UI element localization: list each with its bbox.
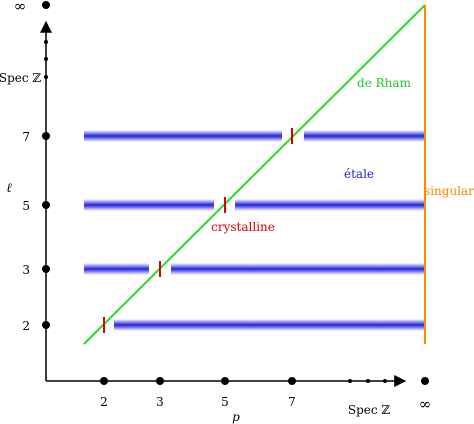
y-tick-3: 3: [22, 263, 30, 277]
x-point-small-3: [383, 379, 387, 383]
etale-band-l7: [84, 130, 425, 142]
y-tick-2: 2: [22, 319, 30, 333]
x-axis-label: p: [232, 410, 240, 424]
y-axis-end-label: Spec ℤ: [0, 71, 41, 85]
y-point-small-1: [44, 75, 48, 79]
x-tick-7: 7: [288, 395, 296, 409]
y-tick-7: 7: [22, 130, 30, 144]
etale-label: étale: [344, 167, 374, 181]
y-point-3: [42, 265, 50, 273]
singular-label: singular: [424, 184, 474, 198]
x-point-5: [221, 377, 229, 385]
x-point-7: [288, 377, 296, 385]
x-tick-2: 2: [100, 395, 108, 409]
etale-band-l5: [84, 199, 425, 211]
x-point-small-1: [348, 379, 352, 383]
y-infinity-label: ∞: [14, 0, 27, 15]
x-axis-end-label: Spec ℤ: [348, 403, 391, 417]
x-tick-5: 5: [221, 395, 229, 409]
y-point-5: [42, 201, 50, 209]
y-point-small-3: [44, 40, 48, 44]
y-point-7: [42, 132, 50, 140]
y-axis-label: ℓ: [6, 181, 12, 196]
x-point-infinity: [421, 377, 429, 385]
x-infinity-label: ∞: [419, 395, 432, 413]
x-point-2: [100, 377, 108, 385]
x-tick-3: 3: [156, 395, 164, 409]
x-point-3: [156, 377, 164, 385]
x-point-small-2: [366, 379, 370, 383]
de-rham-line: [83, 4, 426, 345]
y-tick-5: 5: [22, 199, 30, 213]
de-rham-label: de Rham: [357, 76, 412, 90]
y-point-infinity: [42, 1, 50, 9]
etale-band-l3: [84, 263, 425, 275]
y-point-2: [42, 321, 50, 329]
y-point-small-2: [44, 57, 48, 61]
crystalline-label: crystalline: [211, 220, 275, 234]
etale-band-l2: [114, 319, 425, 331]
